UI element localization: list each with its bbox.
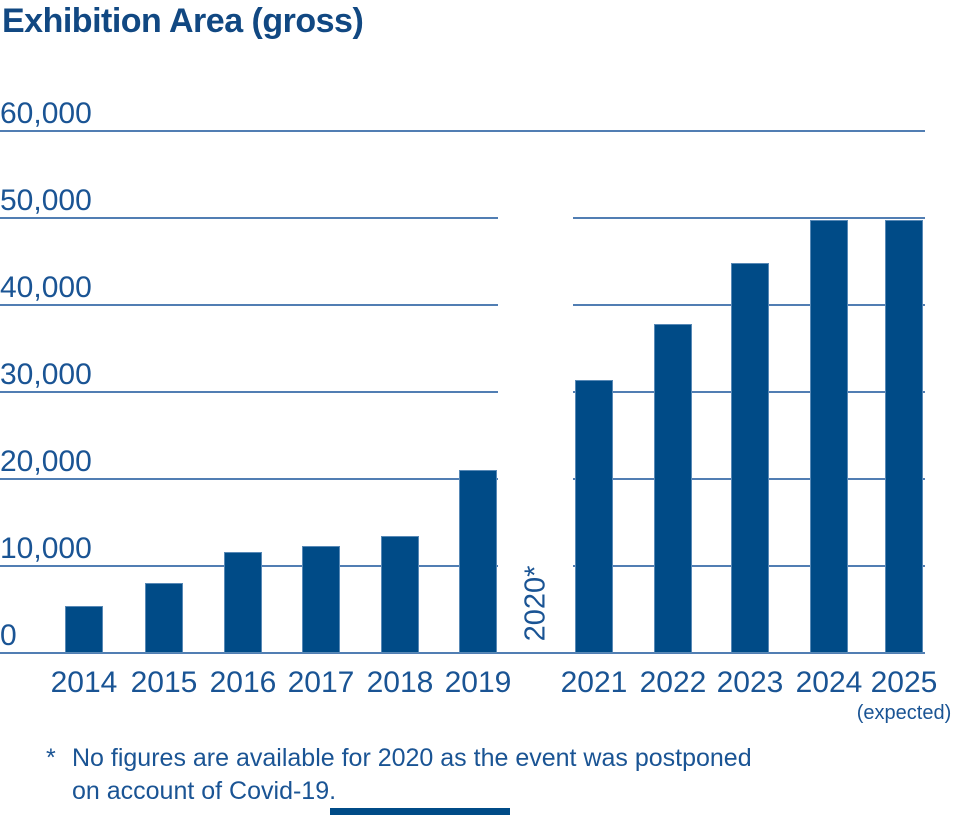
- bar-2024: [810, 219, 848, 653]
- gridline: [573, 217, 925, 219]
- x-axis-label-2014: 2014: [50, 666, 118, 699]
- x-axis-label-2017: 2017: [287, 666, 355, 699]
- bottom-cropped-stripe: [330, 808, 510, 815]
- y-axis-label: 10,000: [0, 532, 92, 565]
- y-axis-label: 0: [0, 619, 17, 652]
- x-axis-label-2022: 2022: [639, 666, 707, 699]
- bar-2016: [224, 552, 262, 653]
- x-axis-label-2021: 2021: [560, 666, 628, 699]
- bar-2014: [65, 606, 103, 653]
- no-data-label-text: 2020*: [519, 565, 552, 641]
- footnote-line2: on account of Covid-19.: [72, 777, 337, 805]
- x-axis-label-2019: 2019: [444, 666, 512, 699]
- x-axis-label-2024: 2024: [795, 666, 863, 699]
- gridline: [0, 652, 925, 654]
- y-axis-label: 20,000: [0, 445, 92, 478]
- y-axis-label: 50,000: [0, 184, 92, 217]
- y-axis-label: 60,000: [0, 97, 92, 130]
- footnote: * No figures are available for 2020 as t…: [46, 742, 752, 808]
- gridline: [0, 391, 498, 393]
- gridline: [0, 304, 498, 306]
- x-axis-label-2018: 2018: [366, 666, 434, 699]
- bar-2015: [145, 583, 183, 653]
- x-axis-label-2023: 2023: [716, 666, 784, 699]
- x-axis-label-2015: 2015: [130, 666, 198, 699]
- bar-2025: [885, 219, 923, 653]
- footnote-asterisk: *: [46, 744, 56, 772]
- x-axis-label-2016: 2016: [209, 666, 277, 699]
- footnote-line1: No figures are available for 2020 as the…: [72, 744, 752, 772]
- y-axis-label: 30,000: [0, 358, 92, 391]
- footnote-text: No figures are available for 2020 as the…: [72, 742, 752, 808]
- x-axis-sublabel-2025: (expected): [856, 702, 952, 724]
- bar-2023: [731, 263, 769, 653]
- bar-2018: [381, 535, 419, 653]
- gridline: [0, 217, 498, 219]
- bar-2021: [575, 379, 613, 653]
- chart-title: Exhibition Area (gross): [2, 2, 364, 40]
- no-data-label-2020: 2020*: [519, 561, 552, 645]
- bar-2019: [459, 470, 497, 653]
- gridline: [0, 478, 498, 480]
- y-axis-label: 40,000: [0, 271, 92, 304]
- bar-2017: [302, 545, 340, 653]
- x-axis-label-2025: 2025: [870, 666, 938, 699]
- gridline: [0, 130, 925, 132]
- bar-2022: [654, 324, 692, 653]
